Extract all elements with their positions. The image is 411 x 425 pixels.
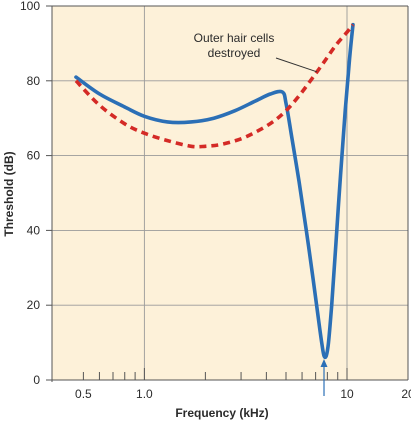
x-tick-label: 20 [401,387,411,401]
arrow-head-icon [320,359,328,367]
y-tick-label: 20 [27,298,41,312]
data-series [74,22,355,360]
axis-ticks [46,5,409,382]
y-tick-label: 80 [27,74,41,88]
y-tick-label: 60 [27,149,41,163]
y-axis-title: Threshold (dB) [2,151,16,236]
x-axis-title: Frequency (kHz) [175,406,268,420]
annotation-leader-line [275,57,318,73]
annotation-label-line: destroyed [208,46,261,60]
plot-background [52,6,408,380]
x-tick-labels: 0.5 1.0 10 20 [75,387,411,401]
x-tick-label: 0.5 [75,387,92,401]
y-tick-label: 40 [27,223,41,237]
y-tick-label: 0 [33,373,40,387]
x-tick-label: 1.0 [136,387,153,401]
series-outer-hair-cells-destroyed-line [74,23,355,149]
annotation-label: Outer hair cells destroyed [194,31,275,60]
series-normal-threshold-line [74,22,355,360]
annotation-label-line: Outer hair cells [194,31,275,45]
y-tick-labels: 0 20 40 60 80 100 [20,0,40,387]
y-tick-label: 100 [20,0,40,13]
x-tick-label: 10 [340,387,354,401]
annotations: Outer hair cells destroyed [194,31,328,396]
